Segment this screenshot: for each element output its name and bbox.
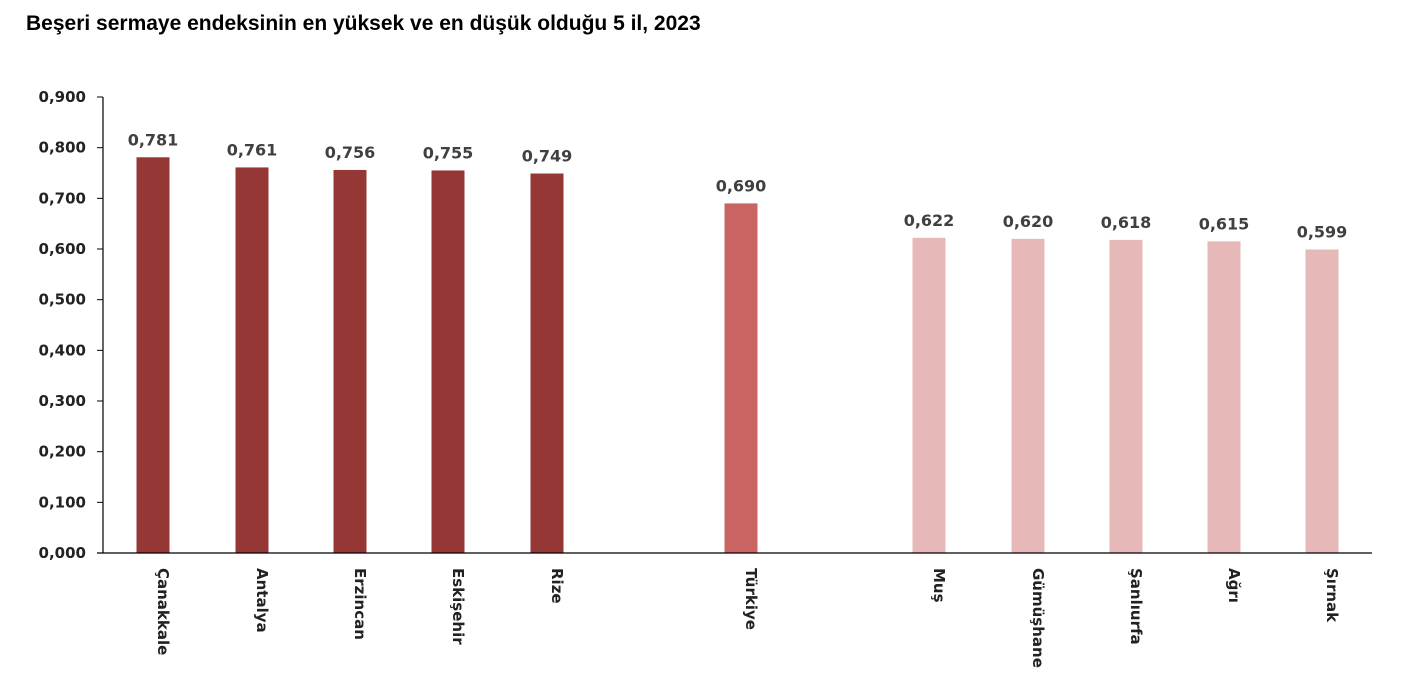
data-label: 0,755 [423,143,474,162]
bar [1305,249,1339,554]
bar [431,170,465,553]
bar [1207,241,1241,553]
x-tick-label: Şanlıurfa [1127,568,1145,645]
data-label: 0,620 [1003,212,1054,231]
bar [1109,239,1143,553]
y-tick-label: 0,900 [39,88,86,106]
y-tick-label: 0,600 [39,240,86,258]
x-tick-label: Eskişehir [449,568,467,645]
bar [912,237,946,553]
y-tick-label: 0,800 [39,139,86,157]
x-tick-label: Şırnak [1323,568,1341,623]
x-tick-label: Antalya [253,568,271,633]
x-tick-label: Rize [548,568,566,604]
data-label: 0,622 [904,211,955,230]
x-tick-label: Ağrı [1225,568,1243,603]
y-tick-label: 0,200 [39,443,86,461]
y-tick-label: 0,700 [39,189,86,207]
bar [136,157,170,553]
y-tick-label: 0,000 [39,544,86,562]
data-label: 0,756 [325,143,376,162]
bar [333,169,367,553]
value-labels-group: 0,781 0,761 0,756 0,755 0,749 0,690 0,622 0,620… [128,130,1348,241]
bars-group [136,157,1339,554]
data-label: 0,599 [1297,223,1348,242]
data-label: 0,618 [1101,213,1152,232]
data-label: 0,781 [128,130,179,149]
data-label: 0,690 [716,176,767,195]
data-label: 0,761 [227,140,278,159]
bar [724,203,758,553]
x-tick-label: Erzincan [351,568,369,640]
data-label: 0,749 [522,147,573,166]
y-tick-label: 0,400 [39,341,86,359]
bar [235,167,269,553]
bar [1011,238,1045,553]
x-tick-label: Türkiye [742,568,760,630]
axes-group [97,97,1372,554]
x-tick-label: Çanakkale [154,568,172,655]
y-tick-label: 0,100 [39,493,86,511]
category-labels-group: Çanakkale Antalya Erzincan Eskişehir Rize Tür… [154,568,1341,668]
chart-title: Beşeri sermaye endeksinin en yüksek ve e… [26,12,701,35]
x-tick-label: Gümüşhane [1029,568,1047,668]
bar [530,173,564,554]
x-tick-label: Muş [930,568,948,603]
y-tick-label: 0,300 [39,392,86,410]
y-tick-label: 0,500 [39,291,86,309]
data-label: 0,615 [1199,214,1250,233]
y-axis-ticks: 0,000 0,100 0,200 0,300 0,400 0,500 0,600 0,700… [39,88,103,562]
